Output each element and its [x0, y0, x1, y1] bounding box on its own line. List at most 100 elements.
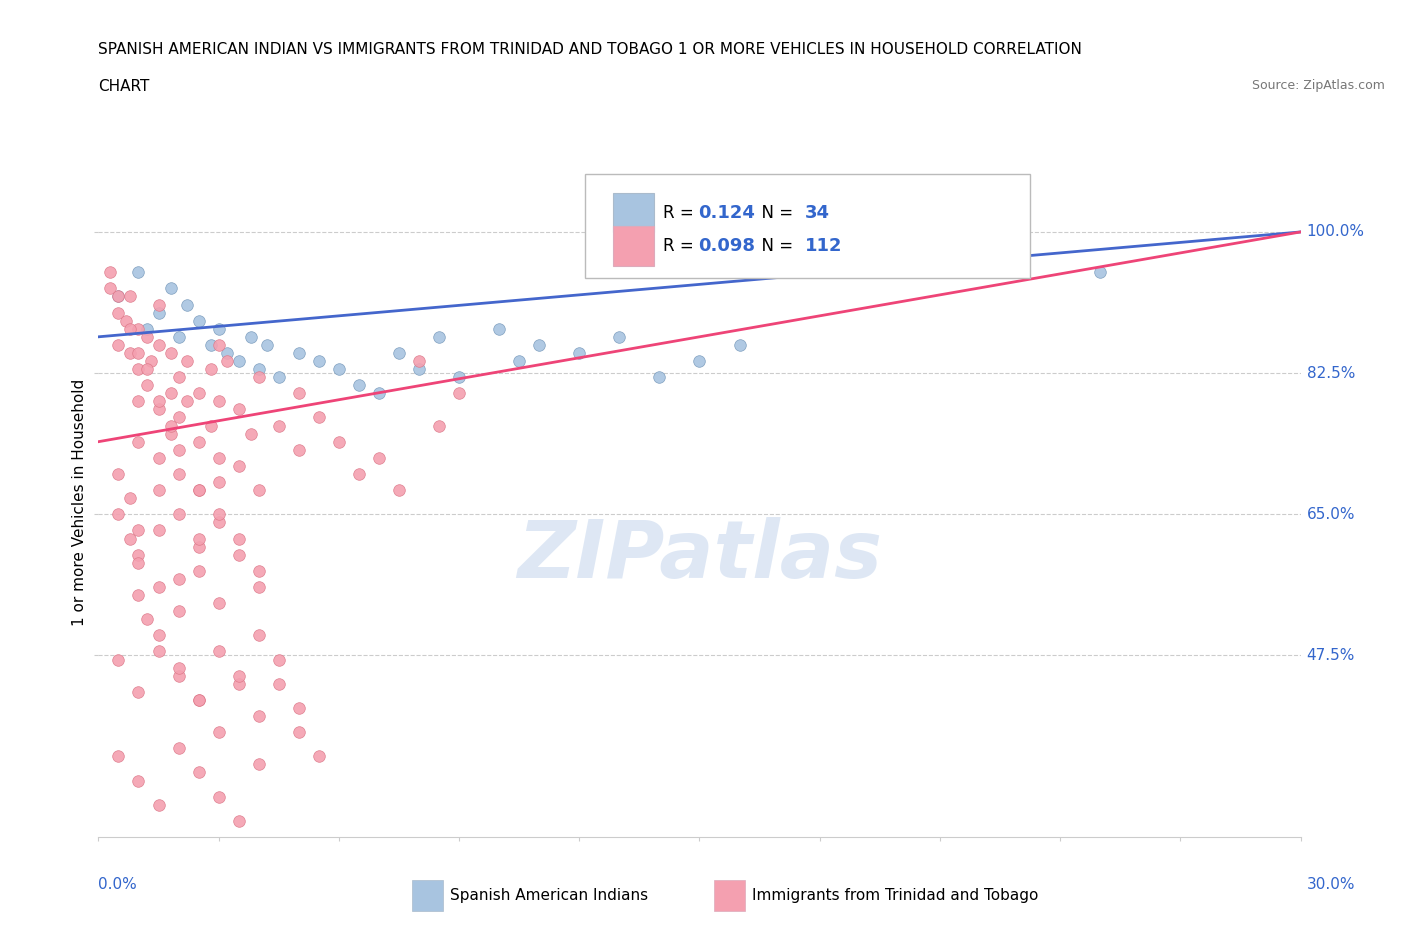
Point	[427, 418, 450, 433]
Point	[215, 353, 238, 368]
Point	[200, 418, 222, 433]
Point	[228, 458, 250, 473]
Point	[187, 483, 209, 498]
Point	[176, 394, 198, 409]
Point	[568, 346, 591, 361]
Point	[247, 362, 270, 377]
Point	[148, 402, 170, 417]
Point	[148, 797, 170, 812]
Point	[107, 749, 129, 764]
Point	[139, 353, 162, 368]
Point	[128, 362, 150, 377]
Text: N =: N =	[751, 237, 799, 256]
Point	[135, 329, 157, 344]
Point	[107, 507, 129, 522]
Point	[247, 564, 270, 578]
Point	[256, 338, 278, 352]
Point	[148, 394, 170, 409]
Text: 65.0%: 65.0%	[1306, 507, 1355, 522]
Point	[167, 669, 190, 684]
Text: 0.124: 0.124	[699, 204, 755, 222]
Point	[128, 394, 150, 409]
Point	[239, 426, 262, 441]
Point	[208, 644, 231, 658]
Point	[308, 410, 330, 425]
Point	[247, 628, 270, 643]
Point	[368, 386, 391, 401]
Point	[267, 652, 290, 667]
Point	[208, 394, 231, 409]
Text: R =: R =	[664, 204, 699, 222]
Point	[128, 684, 150, 699]
Point	[100, 281, 122, 296]
Point	[728, 338, 751, 352]
Text: 47.5%: 47.5%	[1306, 648, 1355, 663]
Point	[447, 370, 470, 385]
Point	[148, 579, 170, 594]
Point	[247, 757, 270, 772]
Point	[107, 652, 129, 667]
Point	[287, 700, 309, 715]
Point	[128, 555, 150, 570]
Point	[167, 507, 190, 522]
Text: 82.5%: 82.5%	[1306, 365, 1355, 380]
Point	[128, 588, 150, 603]
FancyBboxPatch shape	[613, 226, 654, 266]
Point	[228, 676, 250, 691]
Point	[688, 353, 710, 368]
Point	[167, 604, 190, 618]
Point	[1088, 265, 1111, 280]
Point	[187, 765, 209, 780]
Point	[135, 362, 157, 377]
Text: 100.0%: 100.0%	[1306, 224, 1365, 239]
Point	[148, 338, 170, 352]
Point	[200, 338, 222, 352]
Point	[120, 289, 142, 304]
Point	[159, 386, 181, 401]
Point	[488, 321, 510, 336]
Point	[208, 515, 231, 530]
Point	[176, 353, 198, 368]
Point	[328, 362, 350, 377]
Point	[609, 329, 631, 344]
Point	[167, 329, 190, 344]
Point	[176, 297, 198, 312]
Point	[648, 370, 671, 385]
Point	[208, 338, 231, 352]
Text: SPANISH AMERICAN INDIAN VS IMMIGRANTS FROM TRINIDAD AND TOBAGO 1 OR MORE VEHICLE: SPANISH AMERICAN INDIAN VS IMMIGRANTS FR…	[98, 42, 1083, 57]
Point	[107, 289, 129, 304]
Point	[148, 297, 170, 312]
Point	[388, 483, 411, 498]
Point	[267, 370, 290, 385]
FancyBboxPatch shape	[613, 193, 654, 232]
Point	[120, 346, 142, 361]
Text: Source: ZipAtlas.com: Source: ZipAtlas.com	[1251, 79, 1385, 92]
Point	[159, 346, 181, 361]
Point	[148, 450, 170, 465]
Point	[128, 434, 150, 449]
Point	[228, 814, 250, 829]
Point	[228, 669, 250, 684]
Point	[128, 773, 150, 788]
Point	[208, 595, 231, 610]
Point	[228, 353, 250, 368]
Point	[529, 338, 551, 352]
Point	[427, 329, 450, 344]
Point	[120, 491, 142, 506]
Point	[208, 450, 231, 465]
Point	[187, 434, 209, 449]
Text: 34: 34	[806, 204, 831, 222]
Point	[167, 660, 190, 675]
Point	[187, 693, 209, 708]
Point	[228, 547, 250, 562]
Text: N =: N =	[751, 204, 799, 222]
Point	[167, 741, 190, 756]
Point	[128, 346, 150, 361]
Point	[347, 467, 370, 482]
Y-axis label: 1 or more Vehicles in Household: 1 or more Vehicles in Household	[72, 379, 87, 626]
Point	[120, 321, 142, 336]
Point	[308, 749, 330, 764]
Point	[408, 353, 430, 368]
Point	[187, 531, 209, 546]
Point	[247, 709, 270, 724]
